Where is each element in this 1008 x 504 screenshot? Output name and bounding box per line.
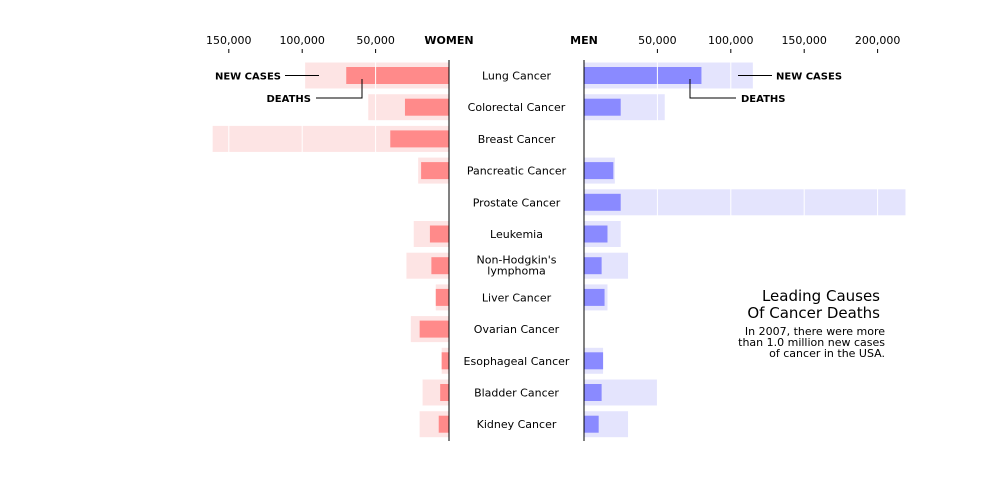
women-tick-label: 100,000 — [279, 34, 325, 47]
annotation-line — [316, 79, 363, 99]
men-deaths-annotation: DEATHS — [741, 94, 786, 105]
bar-women-deaths — [441, 352, 449, 370]
tick-labels: 150,000 100,000 50,000 50,000 100,000 150,000… — [206, 34, 900, 53]
bar-women-deaths — [346, 67, 449, 84]
bar-men-deaths — [584, 225, 608, 243]
men-tick-label: 100,000 — [708, 34, 754, 47]
women-tick-label: 50,000 — [356, 34, 395, 47]
bar-men-deaths — [584, 415, 599, 433]
bar-women-deaths — [438, 415, 449, 433]
men-label: MEN — [570, 34, 598, 47]
bar-women-deaths — [431, 257, 449, 275]
men-tick-label: 150,000 — [781, 34, 827, 47]
chart-title: Of Cancer Deaths — [747, 304, 880, 322]
category-label: Breast Cancer — [478, 133, 556, 146]
gridlines — [228, 60, 879, 441]
bar-women-deaths — [429, 225, 449, 243]
bar-men-new-cases — [584, 189, 906, 216]
bar-women-deaths — [421, 162, 449, 180]
men-tick-label: 50,000 — [638, 34, 677, 47]
category-label: lymphoma — [487, 265, 545, 278]
bar-men-deaths — [584, 257, 602, 275]
men-bars — [584, 62, 906, 438]
category-label: Ovarian Cancer — [474, 323, 560, 336]
annotation-line — [689, 79, 736, 99]
women-new-cases-annotation: NEW CASES — [215, 72, 281, 83]
category-label: Pancreatic Cancer — [467, 165, 567, 178]
bar-men-deaths — [584, 162, 614, 180]
bar-men-deaths — [584, 98, 621, 116]
women-deaths-annotation: DEATHS — [267, 94, 312, 105]
category-label: Prostate Cancer — [473, 196, 561, 209]
bar-women-deaths — [440, 384, 449, 401]
bar-men-deaths — [584, 193, 621, 211]
category-label: Lung Cancer — [482, 70, 552, 83]
chart-subtitle: In 2007, there were more — [745, 325, 885, 338]
category-label: Colorectal Cancer — [468, 101, 566, 114]
category-label: Esophageal Cancer — [464, 355, 570, 368]
chart-subtitle: of cancer in the USA. — [769, 347, 885, 360]
women-bars — [212, 62, 449, 438]
bar-men-deaths — [584, 67, 702, 84]
bar-men-deaths — [584, 288, 605, 306]
category-label: Bladder Cancer — [474, 387, 559, 400]
women-tick-label: 150,000 — [206, 34, 252, 47]
category-label: Leukemia — [490, 228, 543, 241]
chart-title: Leading Causes — [762, 287, 880, 305]
bar-men-deaths — [584, 352, 604, 370]
axes — [448, 60, 585, 441]
bar-women-deaths — [419, 320, 449, 338]
category-label: Non-Hodgkin's — [476, 254, 556, 267]
men-new-cases-annotation: NEW CASES — [776, 72, 842, 83]
bar-women-deaths — [390, 130, 449, 148]
bar-men-deaths — [584, 384, 602, 401]
category-labels: Lung Cancer Colorectal Cancer Breast Cance… — [464, 70, 570, 432]
bar-women-deaths — [435, 288, 449, 306]
men-tick-label: 200,000 — [855, 34, 901, 47]
category-label: Liver Cancer — [482, 291, 552, 304]
category-label: Kidney Cancer — [477, 418, 557, 431]
women-label: WOMEN — [424, 34, 473, 47]
chart-subtitle: than 1.0 million new cases — [738, 336, 885, 349]
annotations: NEW CASES DEATHS NEW CASES DEATHS — [215, 72, 842, 106]
bar-women-deaths — [404, 98, 449, 116]
